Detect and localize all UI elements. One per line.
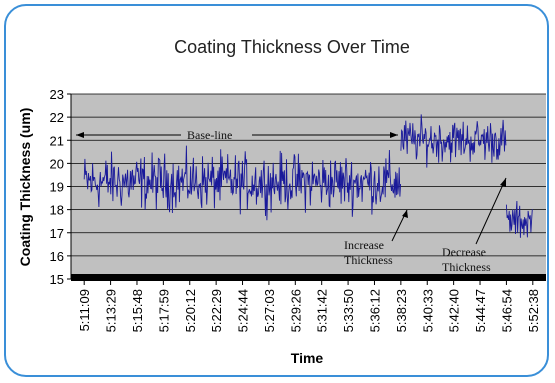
x-tick-label: 5:24:44	[236, 289, 251, 332]
y-tick-label: 17	[50, 226, 64, 241]
x-axis-ticks: 5:11:09 5:13:29 5:15:48 5:17:59 5:20:12 5:22:…	[77, 281, 541, 332]
y-tick-label: 19	[50, 180, 64, 195]
decrease-arrow-line	[475, 177, 507, 245]
annotation-baseline: Base-line	[187, 128, 232, 142]
series-segment-1	[400, 114, 507, 168]
x-tick-label: 5:13:29	[104, 289, 119, 332]
x-tick-label: 5:36:12	[367, 289, 382, 332]
x-tick-label: 5:11:09	[77, 289, 92, 331]
x-tick-label: 5:38:23	[394, 289, 409, 332]
y-axis-title: Coating Thickness (um)	[17, 108, 33, 267]
annotation-decrease-line2: Thickness	[442, 260, 491, 274]
x-tick-label: 5:42:40	[447, 289, 462, 332]
x-tick-label: 5:40:33	[420, 289, 435, 332]
annotation-decrease-line1: Decrease	[442, 245, 486, 259]
x-tick-label: 5:22:29	[209, 289, 224, 332]
x-tick-label: 5:29:26	[288, 289, 303, 332]
y-tick-label: 16	[50, 249, 64, 264]
y-tick-label: 18	[50, 203, 64, 218]
baseline-arrowhead-right	[390, 132, 398, 138]
coating-thickness-chart: Coating Thickness Over Time 15 16 17 18 19 20…	[17, 37, 546, 366]
y-tick-label: 21	[50, 133, 64, 148]
plot-floor	[71, 274, 546, 281]
chart-title: Coating Thickness Over Time	[174, 37, 410, 57]
x-tick-label: 5:44:47	[473, 289, 488, 332]
series-segment-2	[505, 200, 533, 238]
y-tick-label: 23	[50, 87, 64, 102]
annotations: Base-line Increase Thickness Decrease Th…	[76, 128, 507, 274]
chart-frame: Coating Thickness Over Time 15 16 17 18 19 20…	[4, 4, 549, 377]
annotation-increase-line1: Increase	[344, 238, 384, 252]
x-tick-label: 5:46:54	[499, 289, 514, 332]
x-tick-label: 5:27:03	[262, 289, 277, 332]
x-tick-label: 5:17:59	[156, 289, 171, 332]
x-axis-title: Time	[291, 350, 324, 366]
y-axis-ticks: 15 16 17 18 19 20 21 22 23	[50, 87, 72, 287]
baseline-arrowhead-left	[76, 132, 84, 138]
x-tick-label: 5:20:12	[183, 289, 198, 332]
x-tick-label: 5:15:48	[130, 289, 145, 332]
y-tick-label: 15	[50, 272, 64, 287]
series-layer	[83, 114, 533, 238]
y-tick-label: 20	[50, 156, 64, 171]
annotation-increase-line2: Thickness	[344, 253, 393, 267]
y-tick-label: 22	[50, 110, 64, 125]
x-tick-label: 5:52:38	[526, 289, 541, 332]
x-tick-label: 5:31:42	[315, 289, 330, 332]
x-tick-label: 5:33:50	[341, 289, 356, 332]
series-segment-0	[83, 145, 402, 221]
decrease-arrowhead	[500, 178, 506, 187]
increase-arrowhead	[402, 210, 408, 218]
